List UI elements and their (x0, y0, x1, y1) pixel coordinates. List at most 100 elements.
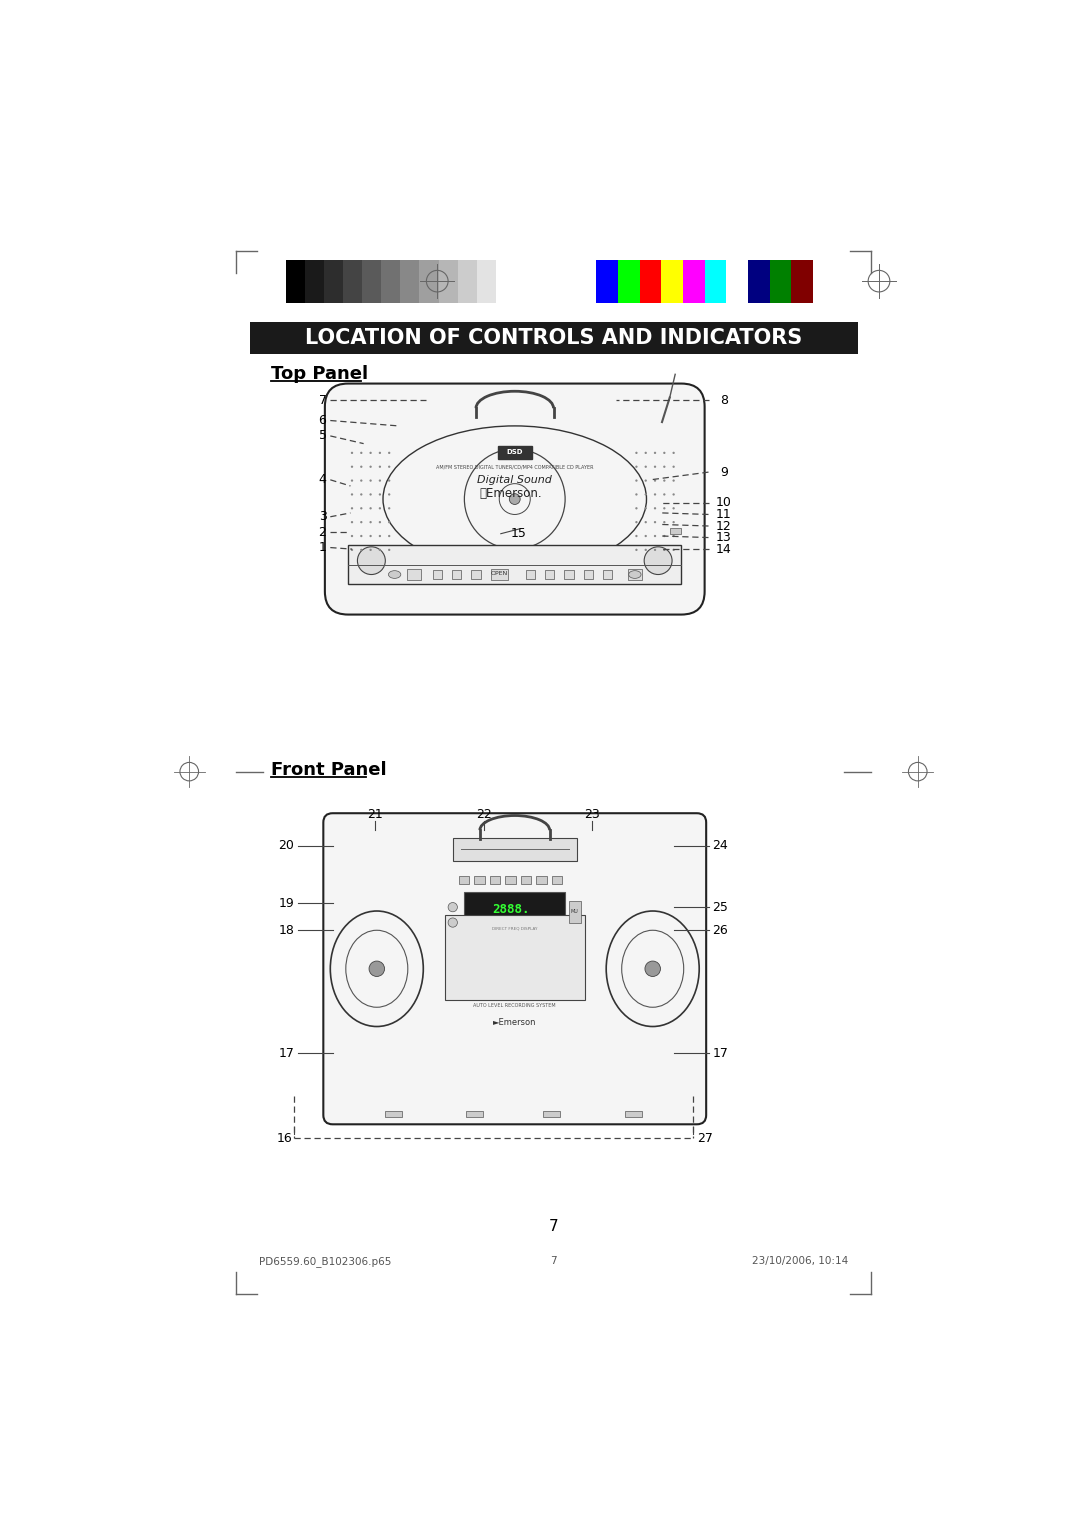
Bar (407, 568, 421, 581)
Bar (583, 570, 593, 579)
Circle shape (351, 494, 353, 495)
Circle shape (653, 549, 657, 552)
Text: OPEN: OPEN (490, 571, 508, 576)
Bar (537, 877, 546, 885)
Circle shape (635, 549, 637, 552)
Text: 22: 22 (476, 808, 491, 821)
Text: 23/10/2006, 10:14: 23/10/2006, 10:14 (752, 1256, 848, 1267)
Bar (401, 260, 419, 303)
Text: 8: 8 (720, 394, 728, 406)
Circle shape (635, 521, 637, 523)
Circle shape (379, 535, 381, 538)
Circle shape (379, 466, 381, 468)
Text: 7: 7 (319, 394, 326, 406)
Circle shape (645, 961, 661, 976)
Text: 19: 19 (279, 897, 294, 909)
Circle shape (663, 535, 665, 538)
Bar (670, 527, 681, 533)
Text: 1: 1 (319, 541, 326, 555)
Bar (792, 260, 813, 303)
Text: 14: 14 (716, 542, 732, 556)
FancyBboxPatch shape (323, 813, 706, 1125)
Text: 3: 3 (319, 510, 326, 523)
Circle shape (388, 480, 390, 481)
Circle shape (351, 480, 353, 481)
Text: 17: 17 (279, 1047, 294, 1060)
FancyBboxPatch shape (325, 384, 704, 614)
Bar (748, 260, 770, 303)
Bar (704, 260, 727, 303)
Text: 10: 10 (716, 497, 732, 509)
Bar (453, 837, 577, 860)
Circle shape (388, 507, 390, 509)
Circle shape (360, 452, 363, 454)
Text: 2: 2 (319, 526, 326, 539)
Text: Top Panel: Top Panel (271, 365, 368, 384)
Circle shape (360, 521, 363, 523)
Text: LOCATION OF CONTROLS AND INDICATORS: LOCATION OF CONTROLS AND INDICATORS (305, 329, 802, 348)
Text: Front Panel: Front Panel (271, 761, 387, 779)
Bar (521, 877, 531, 885)
Circle shape (369, 466, 372, 468)
Text: 24: 24 (712, 839, 728, 853)
Bar (490, 877, 500, 885)
Circle shape (351, 452, 353, 454)
Text: 20: 20 (279, 839, 294, 853)
Bar (496, 260, 515, 303)
Circle shape (351, 466, 353, 468)
Text: 26: 26 (712, 924, 728, 937)
Text: 2888.: 2888. (492, 903, 529, 915)
Circle shape (388, 535, 390, 538)
Bar (490, 568, 508, 581)
Bar (639, 260, 661, 303)
Bar (727, 260, 748, 303)
Bar (498, 446, 531, 458)
Bar (596, 260, 618, 303)
Circle shape (379, 507, 381, 509)
Ellipse shape (629, 570, 642, 579)
Circle shape (388, 452, 390, 454)
Circle shape (673, 480, 675, 481)
Text: Digital Sound: Digital Sound (477, 475, 552, 484)
Text: DIRECT FREQ DISPLAY: DIRECT FREQ DISPLAY (492, 926, 538, 931)
Circle shape (645, 521, 647, 523)
Circle shape (644, 547, 672, 575)
Circle shape (673, 494, 675, 495)
Circle shape (448, 903, 458, 912)
Circle shape (351, 507, 353, 509)
Circle shape (360, 535, 363, 538)
Text: AUTO LEVEL RECORDING SYSTEM: AUTO LEVEL RECORDING SYSTEM (473, 1004, 556, 1008)
Circle shape (673, 507, 675, 509)
Text: 23: 23 (584, 808, 600, 821)
Circle shape (663, 494, 665, 495)
Bar (384, 1111, 402, 1117)
Bar (362, 260, 381, 303)
Circle shape (673, 466, 675, 468)
Circle shape (635, 507, 637, 509)
Text: 13: 13 (716, 532, 732, 544)
Circle shape (663, 549, 665, 552)
Circle shape (379, 549, 381, 552)
Circle shape (360, 507, 363, 509)
Text: 25: 25 (712, 900, 728, 914)
Circle shape (369, 507, 372, 509)
Bar (249, 322, 859, 354)
Circle shape (388, 466, 390, 468)
Circle shape (663, 521, 665, 523)
Text: 17: 17 (712, 1047, 728, 1060)
Text: 18: 18 (279, 924, 294, 937)
Bar (545, 570, 554, 579)
Circle shape (645, 494, 647, 495)
Circle shape (360, 480, 363, 481)
Bar (505, 877, 515, 885)
Circle shape (653, 452, 657, 454)
Circle shape (388, 549, 390, 552)
Circle shape (379, 494, 381, 495)
Circle shape (663, 480, 665, 481)
Circle shape (360, 466, 363, 468)
Circle shape (635, 480, 637, 481)
Circle shape (351, 549, 353, 552)
Circle shape (673, 521, 675, 523)
Text: ►Emerson: ►Emerson (492, 1018, 537, 1027)
Circle shape (645, 466, 647, 468)
